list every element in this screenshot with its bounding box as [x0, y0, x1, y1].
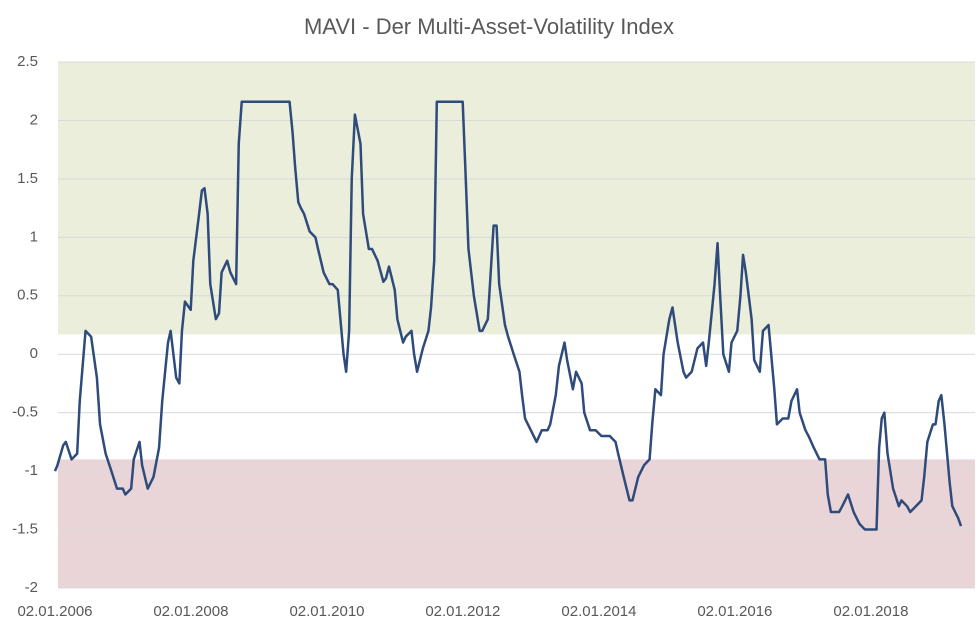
y-tick-label: -1	[25, 462, 38, 479]
grid	[58, 61, 975, 589]
chart-title: MAVI - Der Multi-Asset-Volatility Index	[304, 14, 674, 39]
y-tick-label: 2	[30, 111, 38, 128]
y-tick-label: 1.5	[17, 170, 38, 187]
x-tick-label: 02.01.2012	[425, 603, 500, 620]
x-tick-label: 02.01.2016	[697, 603, 772, 620]
y-tick-label: 0.5	[17, 287, 38, 304]
y-tick-label: 2.5	[17, 53, 38, 70]
labels: 2.5 2 1.5 1 0.5 0 -0.5 -1 -1.5 -2 02.01.2006 02.01.…	[12, 53, 908, 620]
x-tick-label: 02.01.2014	[561, 603, 636, 620]
shaded-band	[58, 459, 975, 588]
y-tick-label: -1.5	[12, 521, 38, 538]
x-tick-label: 02.01.2010	[289, 603, 364, 620]
y-tick-label: 1	[30, 228, 38, 245]
data-line	[53, 100, 963, 531]
x-tick-label: 02.01.2008	[153, 603, 228, 620]
bands	[58, 62, 975, 588]
y-tick-label: 0	[30, 345, 38, 362]
y-tick-label: -0.5	[12, 404, 38, 421]
shaded-band	[58, 62, 975, 335]
x-tick-label: 02.01.2018	[833, 603, 908, 620]
plot	[53, 100, 963, 531]
x-tick-label: 02.01.2006	[17, 603, 92, 620]
y-tick-label: -2	[25, 579, 38, 596]
